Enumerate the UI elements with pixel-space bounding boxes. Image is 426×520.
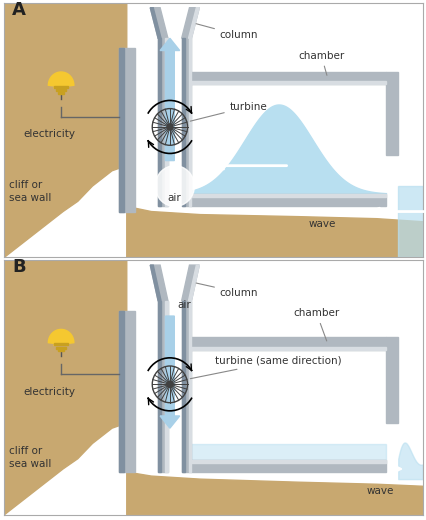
Text: sea wall: sea wall bbox=[9, 193, 52, 203]
Bar bbox=[56, 89, 66, 91]
FancyArrow shape bbox=[160, 316, 179, 428]
Bar bbox=[181, 301, 184, 472]
Text: B: B bbox=[12, 258, 26, 276]
Polygon shape bbox=[150, 265, 161, 301]
Text: air: air bbox=[177, 300, 191, 310]
Bar bbox=[191, 194, 386, 197]
Circle shape bbox=[167, 381, 173, 387]
Bar bbox=[158, 38, 167, 206]
Bar bbox=[58, 92, 64, 94]
Bar bbox=[158, 38, 161, 206]
Text: sea wall: sea wall bbox=[9, 459, 52, 469]
Bar bbox=[158, 301, 167, 472]
Polygon shape bbox=[4, 3, 127, 257]
Circle shape bbox=[155, 166, 194, 206]
Text: air: air bbox=[167, 193, 180, 203]
Text: cliff or: cliff or bbox=[9, 446, 42, 456]
Polygon shape bbox=[188, 8, 199, 38]
Bar bbox=[191, 460, 386, 472]
Bar bbox=[386, 72, 397, 155]
Bar bbox=[181, 301, 191, 472]
Polygon shape bbox=[48, 329, 74, 345]
Bar bbox=[158, 301, 161, 472]
Polygon shape bbox=[150, 8, 167, 38]
Bar bbox=[181, 38, 184, 206]
Bar bbox=[191, 81, 386, 84]
Bar bbox=[58, 349, 64, 352]
Bar bbox=[119, 48, 124, 212]
Bar bbox=[181, 38, 191, 206]
Bar bbox=[54, 86, 68, 88]
Bar bbox=[119, 311, 124, 472]
Bar bbox=[164, 38, 167, 206]
Text: electricity: electricity bbox=[24, 129, 76, 139]
Polygon shape bbox=[150, 265, 167, 301]
Text: turbine (same direction): turbine (same direction) bbox=[190, 356, 341, 379]
Text: column: column bbox=[196, 24, 258, 40]
Bar bbox=[191, 194, 386, 206]
Bar bbox=[191, 337, 386, 349]
Text: cliff or: cliff or bbox=[9, 180, 42, 190]
Polygon shape bbox=[150, 8, 161, 38]
Text: chamber: chamber bbox=[293, 308, 339, 341]
Bar bbox=[188, 38, 191, 206]
Circle shape bbox=[167, 124, 173, 130]
Bar bbox=[119, 311, 134, 472]
FancyArrow shape bbox=[160, 38, 179, 161]
Polygon shape bbox=[127, 206, 422, 257]
Polygon shape bbox=[188, 265, 199, 301]
Text: wave: wave bbox=[307, 219, 335, 229]
Text: A: A bbox=[12, 1, 26, 19]
Polygon shape bbox=[48, 72, 74, 88]
Bar bbox=[188, 301, 191, 472]
Bar bbox=[54, 343, 68, 345]
Bar bbox=[119, 48, 134, 212]
Text: wave: wave bbox=[366, 486, 393, 497]
Polygon shape bbox=[181, 265, 199, 301]
Bar bbox=[191, 347, 386, 349]
Bar bbox=[191, 460, 386, 463]
Polygon shape bbox=[4, 260, 127, 515]
Bar bbox=[56, 347, 66, 348]
Polygon shape bbox=[191, 105, 386, 194]
Text: chamber: chamber bbox=[298, 50, 344, 75]
Polygon shape bbox=[127, 472, 422, 515]
Polygon shape bbox=[397, 186, 422, 257]
Text: electricity: electricity bbox=[24, 386, 76, 397]
Text: turbine: turbine bbox=[190, 101, 267, 121]
Bar bbox=[191, 72, 386, 84]
Bar bbox=[164, 301, 167, 472]
Polygon shape bbox=[181, 8, 199, 38]
Polygon shape bbox=[191, 445, 386, 460]
Text: column: column bbox=[196, 283, 258, 297]
Bar bbox=[386, 337, 397, 423]
